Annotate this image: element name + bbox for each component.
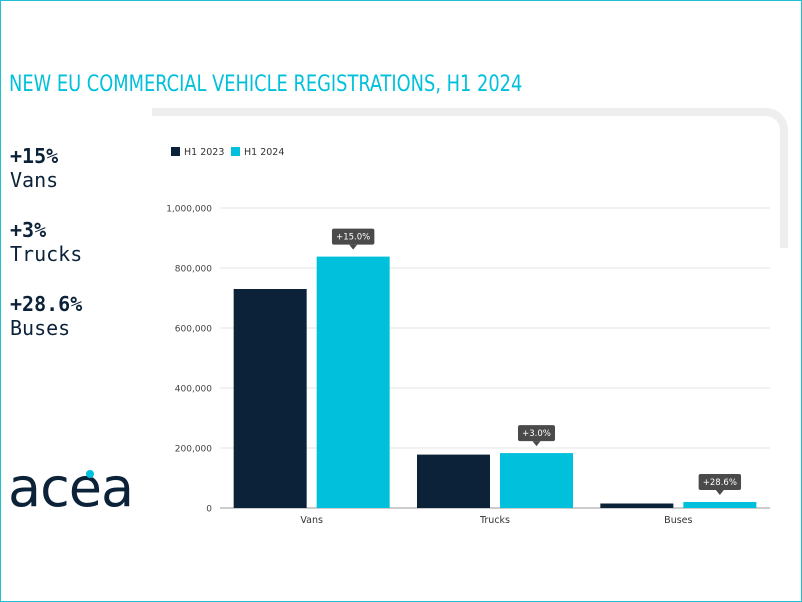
- x-tick-label: Buses: [664, 515, 692, 526]
- y-tick-label: 400,000: [175, 385, 212, 395]
- logo-dot-icon: [86, 470, 94, 478]
- stat-trucks-label: Trucks: [10, 242, 83, 266]
- y-tick-label: 200,000: [175, 445, 212, 455]
- bar-buses-h1-2023: [600, 503, 674, 508]
- annotation-label: +15.0%: [336, 233, 370, 243]
- legend-swatch: [171, 147, 180, 156]
- y-tick-label: 0: [206, 505, 212, 515]
- annotation-badge: [698, 474, 742, 490]
- x-tick-label: Vans: [300, 515, 323, 526]
- stat-vans-label: Vans: [10, 168, 59, 192]
- annotation-pointer: [532, 441, 541, 447]
- stat-vans-percent: +15%: [10, 144, 59, 168]
- chart-panel-border: [152, 108, 788, 248]
- legend-label: H1 2023: [184, 147, 224, 158]
- stat-trucks-percent: +3%: [10, 218, 47, 242]
- chart-x-axis: Vans Trucks Buses: [300, 515, 692, 526]
- bar-trucks-h1-2023: [417, 454, 490, 508]
- annotation-badge: [518, 425, 555, 442]
- chart-y-axis: 0 200,000 400,000 600,000 800,000 1,000,000: [166, 205, 212, 515]
- y-tick-label: 600,000: [175, 325, 212, 335]
- annotation-pointer: [715, 490, 724, 495]
- stat-buses-label: Buses: [10, 316, 71, 340]
- stat-trucks: +3% Trucks: [10, 218, 82, 266]
- page-title: NEW EU COMMERCIAL VEHICLE REGISTRATIONS,…: [9, 72, 523, 97]
- stat-buses-percent: +28.6%: [10, 292, 83, 316]
- annotation-label: +28.6%: [703, 478, 737, 488]
- chart-legend: H1 2023 H1 2024: [171, 147, 284, 158]
- acea-logo-text: acea: [8, 460, 133, 516]
- chart-gridlines: [220, 207, 770, 509]
- stat-vans: +15% Vans: [10, 144, 58, 192]
- annotation-label: +3.0%: [522, 429, 551, 439]
- bar-vans-h1-2024: [316, 256, 390, 508]
- x-tick-label: Trucks: [479, 515, 510, 526]
- legend-label: H1 2024: [244, 147, 284, 158]
- chart-annotations: +15.0% +3.0% +28.6%: [331, 228, 742, 495]
- bar-vans-h1-2023: [233, 289, 307, 508]
- annotation-pointer: [349, 244, 358, 250]
- bar-trucks-h1-2024: [500, 453, 573, 508]
- acea-logo: acea: [8, 460, 134, 516]
- annotation-badge: [331, 228, 375, 245]
- y-tick-label: 800,000: [175, 265, 212, 275]
- y-tick-label: 1,000,000: [166, 205, 212, 215]
- chart-bars: [233, 256, 757, 508]
- bar-buses-h1-2024: [683, 502, 757, 508]
- legend-swatch: [231, 147, 240, 156]
- stat-buses: +28.6% Buses: [10, 292, 82, 340]
